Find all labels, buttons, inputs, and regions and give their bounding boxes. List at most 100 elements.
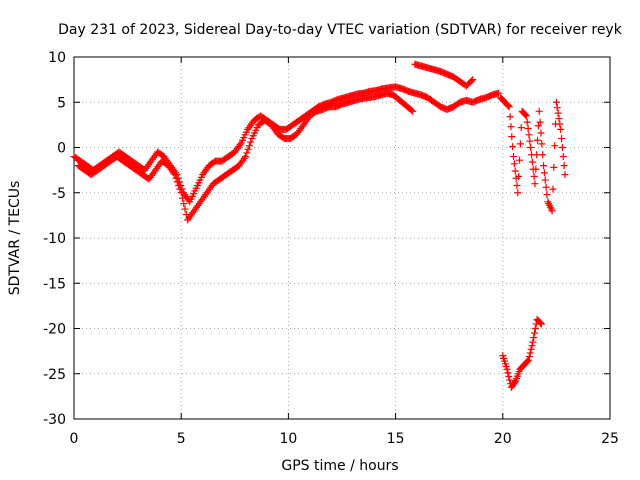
data-point-series-3 (558, 144, 566, 151)
data-point-series-3 (522, 112, 530, 120)
y-tick-label: -20 (43, 322, 66, 338)
data-point-series-4 (525, 353, 533, 361)
data-point-series-4 (506, 376, 514, 384)
data-point-series-4 (511, 378, 519, 386)
y-tick-label: -5 (52, 186, 66, 202)
data-point-series-3 (534, 136, 542, 144)
data-point-series-3 (507, 123, 515, 131)
data-point-series-3 (515, 172, 523, 180)
x-tick-label: 5 (177, 431, 186, 447)
data-point-series-4 (529, 338, 537, 346)
data-point-series-3 (554, 109, 562, 117)
data-point-series-3 (528, 158, 536, 166)
data-point-series-2 (469, 76, 477, 84)
data-point-series-3 (540, 169, 548, 177)
x-tick-label: 0 (70, 431, 79, 447)
data-point-series-3 (548, 207, 556, 215)
data-point-series-3 (525, 131, 533, 139)
data-point-series-3 (538, 140, 546, 148)
data-point-series-3 (550, 163, 558, 171)
data-point-series-3 (537, 129, 545, 137)
data-point-series-4 (505, 372, 513, 380)
grid (74, 57, 610, 419)
y-tick-label: 10 (48, 50, 66, 66)
data-point-series-3 (534, 122, 542, 130)
data-point-series-3 (516, 156, 524, 164)
x-tick-label: 15 (387, 431, 405, 447)
data-point-series-1 (172, 174, 180, 182)
data-point-series-3 (506, 113, 514, 121)
axis-ticks: 0 5 10 15 20 25 -30 -25 -20 -15 -10 -5 0 5 10 (43, 50, 619, 447)
data-point-series-3 (504, 102, 512, 110)
data-point-series-4 (504, 369, 512, 377)
data-point-series-3 (513, 182, 521, 190)
y-tick-label: -15 (43, 276, 66, 292)
data-point-series-3 (555, 115, 563, 123)
data-point-series-1 (180, 200, 188, 208)
data-point-series-1 (407, 106, 415, 114)
data-point-series-3 (552, 98, 560, 106)
data-point-series-1 (181, 205, 189, 213)
data-point-series-4 (530, 334, 538, 342)
data-point-series-3 (549, 185, 557, 193)
data-point-series-3 (561, 171, 569, 179)
y-tick-label: 0 (57, 141, 66, 157)
data-point-series-3 (526, 137, 534, 145)
data-point-series-3 (536, 118, 544, 126)
y-tick-label: 5 (57, 95, 66, 111)
data-point-series-3 (510, 153, 518, 161)
data-point-series-1 (243, 149, 251, 157)
data-point-series-3 (516, 140, 524, 148)
data-point-series-4 (531, 329, 539, 337)
data-point-series-3 (551, 142, 559, 150)
data-point-series-3 (531, 180, 539, 188)
data-point-series-3 (532, 165, 540, 173)
data-point-series-1 (177, 189, 185, 197)
data-point-series-4 (537, 319, 545, 327)
data-point-series-4 (527, 345, 535, 353)
data-point-series-1 (247, 138, 255, 146)
data-point-series-4 (537, 320, 545, 328)
data-point-series-3 (560, 162, 568, 170)
x-axis-title: GPS time / hours (281, 458, 398, 474)
y-tick-label: -10 (43, 231, 66, 247)
data-point-series-4 (531, 325, 539, 332)
data-point-series-1 (173, 178, 181, 186)
data-point-series-3 (523, 118, 531, 126)
data-point-series-4 (526, 349, 534, 357)
data-point-series-3 (533, 151, 541, 159)
data-point-series-2 (467, 77, 475, 85)
data-point-series-3 (553, 104, 561, 112)
data-point-series-3 (557, 125, 565, 133)
data-point-series-3 (556, 120, 564, 128)
data-point-series-1 (176, 185, 184, 193)
data-point-series-3 (517, 124, 525, 132)
data-point-series-3 (510, 160, 518, 168)
data-point-series-3 (542, 183, 550, 191)
data-point-series-4 (524, 357, 532, 365)
data-point-series-1 (175, 182, 183, 190)
data-point-series-3 (559, 153, 567, 161)
data-point-series-3 (505, 103, 513, 111)
data-point-series-0 (495, 89, 503, 97)
data-point-series-3 (522, 111, 530, 119)
y-tick-label: -25 (43, 367, 66, 383)
data-point-series-3 (530, 172, 538, 180)
data-point-series-3 (535, 107, 543, 115)
data-point-series-1 (245, 142, 253, 150)
y-tick-label: -30 (43, 412, 66, 428)
data-point-series-1 (409, 107, 417, 115)
data-point-series-3 (514, 189, 522, 197)
data-point-series-3 (540, 162, 548, 170)
x-tick-label: 25 (601, 431, 619, 447)
data-points (70, 60, 569, 391)
data-point-series-3 (543, 191, 551, 199)
data-point-series-3 (541, 176, 549, 184)
data-point-series-1 (244, 145, 252, 153)
data-point-series-3 (511, 167, 519, 175)
x-tick-label: 20 (494, 431, 512, 447)
data-point-series-3 (509, 143, 517, 151)
data-point-series-3 (508, 133, 516, 141)
data-point-series-3 (524, 124, 532, 132)
